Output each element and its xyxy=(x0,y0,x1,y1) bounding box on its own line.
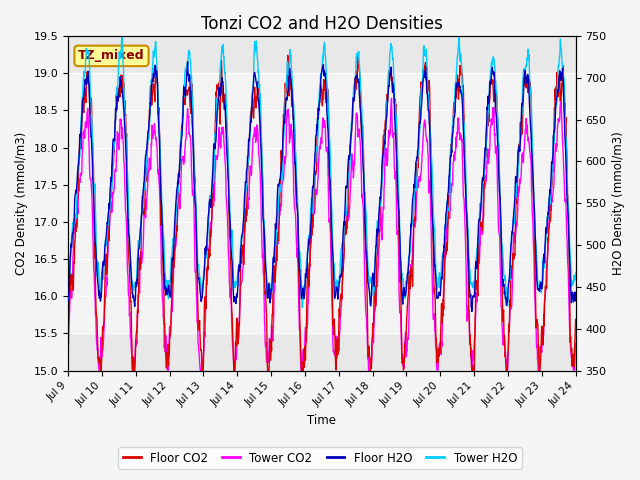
X-axis label: Time: Time xyxy=(307,414,336,427)
Legend: Floor CO2, Tower CO2, Floor H2O, Tower H2O: Floor CO2, Tower CO2, Floor H2O, Tower H… xyxy=(118,447,522,469)
Text: TZ_mixed: TZ_mixed xyxy=(78,49,145,62)
Title: Tonzi CO2 and H2O Densities: Tonzi CO2 and H2O Densities xyxy=(201,15,443,33)
Y-axis label: H2O Density (mmol/m3): H2O Density (mmol/m3) xyxy=(612,132,625,275)
Y-axis label: CO2 Density (mmol/m3): CO2 Density (mmol/m3) xyxy=(15,132,28,275)
Bar xyxy=(68,73,575,334)
